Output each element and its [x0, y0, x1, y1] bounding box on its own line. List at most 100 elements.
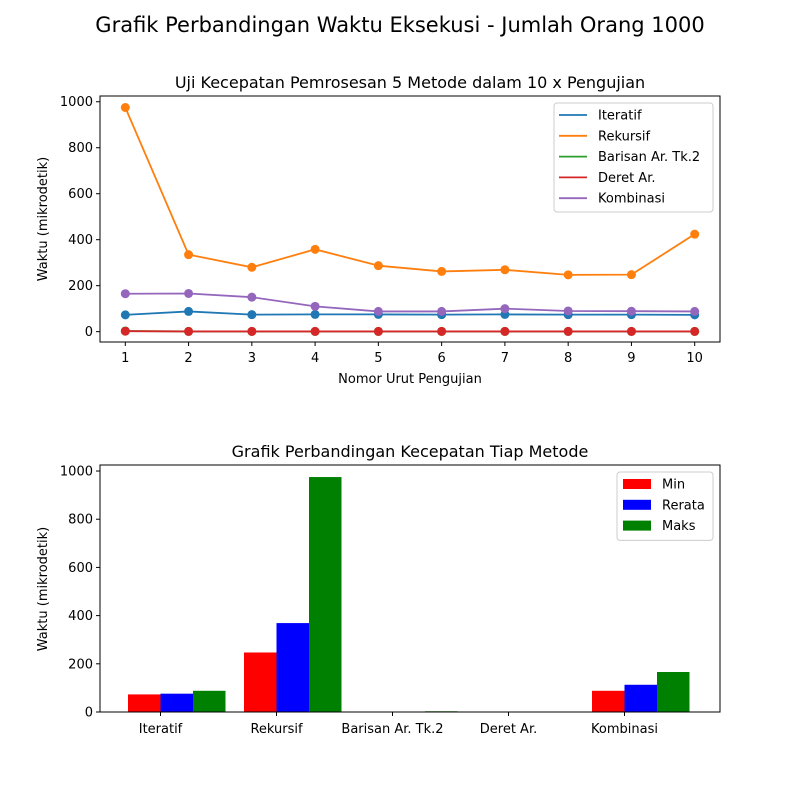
x-tick-label: 7 [501, 351, 509, 366]
bar-group-rekursif [244, 477, 342, 712]
legend-item-barisan-ar-tk-2: Barisan Ar. Tk.2 [559, 150, 700, 165]
x-tick-label: 2 [184, 351, 192, 366]
data-point-rekursif [247, 262, 257, 272]
data-point-iteratif [184, 306, 194, 316]
legend-label: Rerata [662, 498, 705, 513]
legend-label: Barisan Ar. Tk.2 [598, 150, 700, 165]
data-point-kombinasi [247, 292, 257, 302]
line-chart: Uji Kecepatan Pemrosesan 5 Metode dalam … [36, 73, 721, 387]
data-point-deret-ar [626, 326, 636, 336]
data-point-rekursif [120, 102, 130, 112]
data-point-deret-ar [184, 326, 194, 336]
series-iteratif [120, 306, 700, 320]
data-point-deret-ar [120, 326, 130, 336]
data-point-rekursif [690, 229, 700, 239]
data-point-rekursif [626, 270, 636, 280]
y-tick-label: 0 [85, 706, 93, 721]
bar-group-iteratif [128, 690, 226, 712]
y-tick-label: 400 [68, 233, 93, 248]
legend-swatch [623, 499, 651, 510]
series-kombinasi [120, 288, 700, 316]
legend-label: Iteratif [598, 109, 642, 124]
legend-box [553, 102, 714, 213]
bar-rerata [624, 684, 657, 712]
y-tick-label: 1000 [60, 95, 93, 110]
data-point-deret-ar [437, 326, 447, 336]
line-chart-ticks: 1 2 3 4 5 6 7 8 9 10 0 200 400 600 800 1000 [60, 95, 703, 366]
data-point-kombinasi [120, 289, 130, 299]
legend-item-kombinasi: Kombinasi [559, 192, 665, 207]
data-point-rekursif [437, 266, 447, 276]
legend-item-min: Min [623, 478, 685, 493]
series-rekursif [120, 102, 700, 280]
data-point-rekursif [563, 270, 573, 280]
y-tick-label: 400 [68, 609, 93, 624]
line-chart-legend: Iteratif Rekursif Barisan Ar. Tk.2 Deret Ar… [553, 102, 714, 213]
legend-label: Maks [662, 519, 696, 534]
legend-item-maks: Maks [623, 519, 696, 534]
bar-min [244, 652, 277, 712]
bar-chart-frame [99, 464, 721, 713]
bar-chart-ticks: 0 200 400 600 800 1000 Iteratif Rekursif Barisan… [60, 465, 658, 737]
legend-item-deret-ar: Deret Ar. [559, 171, 655, 186]
data-point-iteratif [310, 309, 320, 319]
data-point-deret-ar [563, 326, 573, 336]
data-point-rekursif [184, 250, 194, 260]
line-chart-frame [99, 95, 721, 343]
x-tick-label: 9 [627, 351, 635, 366]
line-chart-xlabel: Nomor Urut Pengujian [338, 372, 482, 387]
x-tick-label: 6 [437, 351, 445, 366]
x-tick-label: Iteratif [139, 722, 183, 737]
y-tick-label: 1000 [60, 465, 93, 480]
y-tick-label: 800 [68, 141, 93, 156]
data-point-rekursif [373, 261, 383, 271]
legend-swatch [623, 520, 651, 531]
x-tick-label: Barisan Ar. Tk.2 [341, 722, 443, 737]
bar-maks [309, 477, 342, 712]
bar-min [592, 690, 625, 712]
figure-title: Grafik Perbandingan Waktu Eksekusi - Jum… [95, 13, 704, 37]
data-point-deret-ar [500, 326, 510, 336]
series-line-kombinasi [125, 292, 695, 313]
bar-chart: Grafik Perbandingan Kecepatan Tiap Metod… [36, 442, 721, 737]
data-point-kombinasi [563, 306, 573, 316]
data-point-kombinasi [184, 288, 194, 298]
y-tick-label: 600 [68, 561, 93, 576]
x-tick-label: 10 [686, 351, 703, 366]
x-tick-label: 5 [374, 351, 382, 366]
x-tick-label: Deret Ar. [480, 722, 537, 737]
data-point-deret-ar [310, 326, 320, 336]
data-point-iteratif [247, 310, 257, 320]
x-tick-label: 3 [248, 351, 256, 366]
legend-item-rerata: Rerata [623, 498, 705, 513]
x-tick-label: Kombinasi [591, 722, 658, 737]
bar-rerata [160, 693, 193, 712]
bar-rerata [276, 623, 309, 712]
line-chart-plot-area [120, 102, 700, 336]
bar-chart-legend: Min Rerata Maks [616, 471, 714, 541]
bar-maks [657, 671, 690, 712]
legend-item-iteratif: Iteratif [559, 109, 642, 124]
bar-group-kombinasi [592, 671, 690, 712]
legend-swatch [623, 479, 651, 489]
data-point-kombinasi [373, 306, 383, 316]
data-point-rekursif [310, 244, 320, 254]
series-line-iteratif [125, 310, 695, 316]
line-chart-title: Uji Kecepatan Pemrosesan 5 Metode dalam … [175, 73, 645, 92]
y-tick-label: 600 [68, 187, 93, 202]
x-tick-label: Rekursif [250, 722, 303, 737]
data-point-kombinasi [690, 306, 700, 316]
legend-label: Deret Ar. [598, 171, 655, 186]
x-tick-label: 8 [564, 351, 572, 366]
data-point-deret-ar [690, 326, 700, 336]
legend-label: Kombinasi [598, 192, 665, 207]
data-point-kombinasi [310, 301, 320, 311]
bar-maks [193, 690, 226, 712]
data-point-kombinasi [626, 306, 636, 316]
y-tick-label: 200 [68, 279, 93, 294]
series-deret-ar [120, 326, 700, 336]
legend-item-rekursif: Rekursif [559, 129, 651, 144]
legend-label: Rekursif [598, 129, 651, 144]
data-point-kombinasi [437, 306, 447, 316]
